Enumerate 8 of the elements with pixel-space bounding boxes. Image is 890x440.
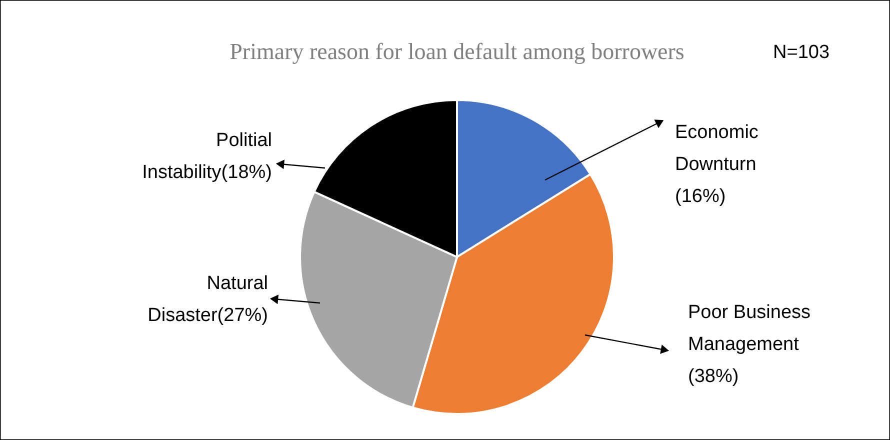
legend-label: Politial Instability(18%) [142,130,272,183]
data-label: (38%) [688,366,739,387]
slice-label: Poor Business Management [688,302,811,355]
slice-label: Natural Disaster(27%) [148,273,268,326]
chart-title: Primary reason for loan default among borrowers [230,39,684,64]
slice-label: Economic Downturn [675,122,758,175]
text: N=103 [773,42,830,63]
data-label: (16%) [675,186,726,207]
